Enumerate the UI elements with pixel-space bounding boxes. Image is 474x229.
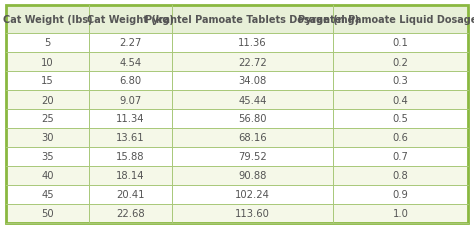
Bar bbox=[89, 6, 172, 34]
Bar bbox=[6, 128, 89, 147]
Bar bbox=[172, 72, 333, 91]
Bar bbox=[172, 109, 333, 128]
Bar bbox=[89, 34, 172, 53]
Bar bbox=[172, 204, 333, 223]
Text: 0.1: 0.1 bbox=[392, 38, 409, 48]
Text: 34.08: 34.08 bbox=[238, 76, 266, 86]
Text: 15.88: 15.88 bbox=[116, 152, 145, 162]
Bar bbox=[6, 166, 89, 185]
Bar bbox=[6, 91, 89, 109]
Text: 68.16: 68.16 bbox=[238, 133, 266, 143]
Bar bbox=[89, 91, 172, 109]
Text: Pyrantel Pamoate Tablets Dosage (mg): Pyrantel Pamoate Tablets Dosage (mg) bbox=[145, 15, 359, 25]
Bar bbox=[333, 72, 468, 91]
Bar bbox=[333, 147, 468, 166]
Text: 5: 5 bbox=[44, 38, 51, 48]
Text: 0.9: 0.9 bbox=[392, 190, 409, 200]
Bar bbox=[6, 147, 89, 166]
Bar bbox=[6, 109, 89, 128]
Text: 56.80: 56.80 bbox=[238, 114, 266, 124]
Text: 102.24: 102.24 bbox=[235, 190, 270, 200]
Bar bbox=[333, 91, 468, 109]
Text: 0.8: 0.8 bbox=[392, 171, 408, 181]
Text: 4.54: 4.54 bbox=[119, 57, 141, 67]
Bar bbox=[333, 185, 468, 204]
Text: 45: 45 bbox=[41, 190, 54, 200]
Text: 0.7: 0.7 bbox=[392, 152, 409, 162]
Bar bbox=[89, 185, 172, 204]
Bar bbox=[89, 53, 172, 72]
Text: Cat Weight (kg): Cat Weight (kg) bbox=[87, 15, 173, 25]
Bar bbox=[172, 128, 333, 147]
Text: 0.6: 0.6 bbox=[392, 133, 409, 143]
Bar bbox=[89, 204, 172, 223]
Text: 11.36: 11.36 bbox=[238, 38, 266, 48]
Text: 0.2: 0.2 bbox=[392, 57, 409, 67]
Bar bbox=[6, 185, 89, 204]
Text: 11.34: 11.34 bbox=[116, 114, 145, 124]
Text: 45.44: 45.44 bbox=[238, 95, 266, 105]
Text: 22.68: 22.68 bbox=[116, 209, 145, 218]
Text: 1.0: 1.0 bbox=[392, 209, 409, 218]
Text: 2.27: 2.27 bbox=[119, 38, 141, 48]
Text: 10: 10 bbox=[41, 57, 54, 67]
Text: 25: 25 bbox=[41, 114, 54, 124]
Text: Cat Weight (lbs): Cat Weight (lbs) bbox=[2, 15, 92, 25]
Bar bbox=[6, 34, 89, 53]
Text: 40: 40 bbox=[41, 171, 54, 181]
Text: 30: 30 bbox=[41, 133, 54, 143]
Bar bbox=[333, 204, 468, 223]
Bar bbox=[89, 147, 172, 166]
Bar bbox=[172, 6, 333, 34]
Bar bbox=[172, 34, 333, 53]
Text: 18.14: 18.14 bbox=[116, 171, 145, 181]
Text: 79.52: 79.52 bbox=[238, 152, 267, 162]
Bar bbox=[333, 166, 468, 185]
Text: 35: 35 bbox=[41, 152, 54, 162]
Bar bbox=[6, 204, 89, 223]
Bar bbox=[172, 147, 333, 166]
Bar bbox=[172, 185, 333, 204]
Bar bbox=[6, 53, 89, 72]
Text: 90.88: 90.88 bbox=[238, 171, 266, 181]
Bar bbox=[89, 109, 172, 128]
Text: 15: 15 bbox=[41, 76, 54, 86]
Bar bbox=[172, 91, 333, 109]
Text: 0.5: 0.5 bbox=[392, 114, 409, 124]
Text: Pyrantel Pamoate Liquid Dosage (ml): Pyrantel Pamoate Liquid Dosage (ml) bbox=[298, 15, 474, 25]
Text: 0.4: 0.4 bbox=[392, 95, 408, 105]
Text: 9.07: 9.07 bbox=[119, 95, 141, 105]
Bar bbox=[333, 109, 468, 128]
Text: 50: 50 bbox=[41, 209, 54, 218]
Bar bbox=[89, 166, 172, 185]
Bar bbox=[333, 128, 468, 147]
Text: 113.60: 113.60 bbox=[235, 209, 270, 218]
Bar bbox=[6, 6, 89, 34]
Text: 6.80: 6.80 bbox=[119, 76, 141, 86]
Text: 20.41: 20.41 bbox=[116, 190, 145, 200]
Bar bbox=[6, 72, 89, 91]
Bar bbox=[172, 166, 333, 185]
Bar bbox=[89, 72, 172, 91]
Bar bbox=[333, 34, 468, 53]
Text: 0.3: 0.3 bbox=[392, 76, 408, 86]
Text: 20: 20 bbox=[41, 95, 54, 105]
Bar bbox=[333, 53, 468, 72]
Bar bbox=[172, 53, 333, 72]
Bar bbox=[89, 128, 172, 147]
Text: 22.72: 22.72 bbox=[238, 57, 267, 67]
Bar bbox=[333, 6, 468, 34]
Text: 13.61: 13.61 bbox=[116, 133, 145, 143]
